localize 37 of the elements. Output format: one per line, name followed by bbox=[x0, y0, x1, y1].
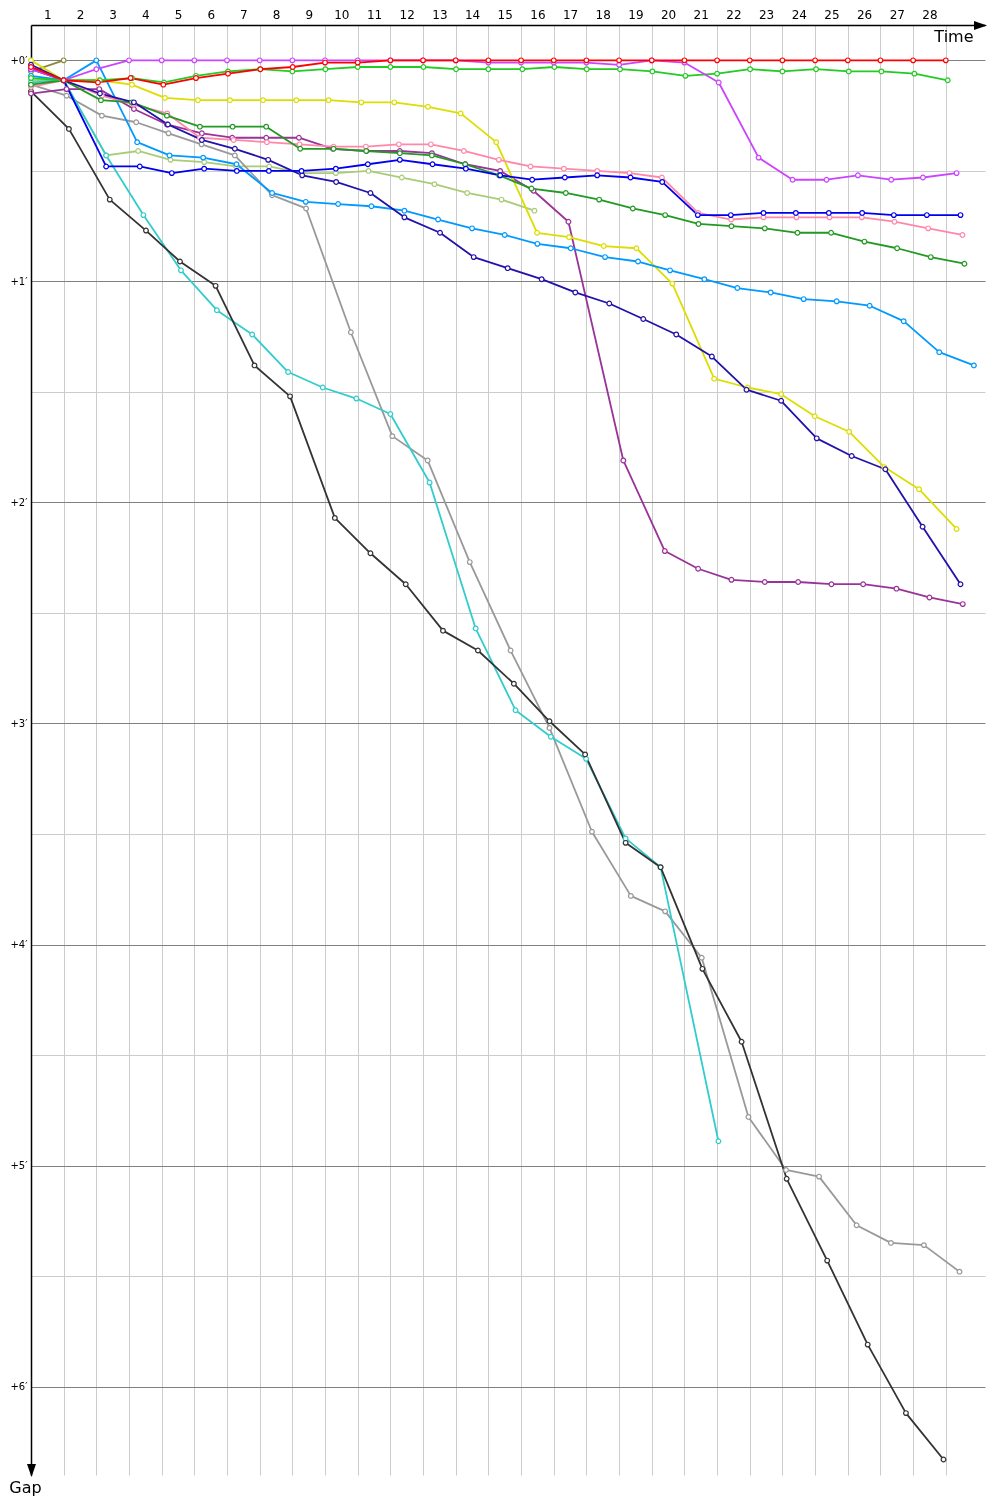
x-tick-label: 25 bbox=[824, 7, 840, 22]
x-tick-label: 9 bbox=[305, 7, 314, 22]
x-tick-label: 27 bbox=[889, 7, 905, 22]
x-tick-label: 6 bbox=[207, 7, 216, 22]
x-tick-label: 13 bbox=[432, 7, 448, 22]
x-tick-label: 11 bbox=[366, 7, 383, 22]
x-tick-label: 26 bbox=[856, 7, 873, 22]
y-tick-label: +4′ bbox=[10, 939, 29, 951]
x-tick-label: 15 bbox=[497, 7, 513, 22]
x-tick-label: 5 bbox=[174, 7, 183, 22]
x-tick-label: 24 bbox=[791, 7, 807, 22]
x-tick-label: 4 bbox=[142, 7, 150, 22]
x-axis-title: Time bbox=[933, 26, 974, 46]
x-tick-label: 14 bbox=[464, 7, 481, 22]
y-tick-label: +1′ bbox=[10, 275, 29, 287]
x-tick-label: 22 bbox=[726, 7, 742, 22]
y-tick-label: +0′ bbox=[10, 54, 29, 66]
x-tick-label: 17 bbox=[562, 7, 579, 22]
y-tick-label: +3′ bbox=[10, 717, 29, 729]
x-tick-label: 7 bbox=[240, 7, 248, 22]
x-tick-label: 28 bbox=[922, 7, 938, 22]
x-tick-label: 21 bbox=[693, 7, 709, 22]
x-tick-label: 20 bbox=[660, 7, 677, 22]
y-tick-label: +5′ bbox=[10, 1160, 29, 1172]
x-tick-label: 10 bbox=[334, 7, 350, 22]
x-tick-label: 18 bbox=[595, 7, 611, 22]
x-tick-label: 3 bbox=[109, 7, 117, 22]
x-tick-label: 12 bbox=[399, 7, 415, 22]
x-tick-label: 2 bbox=[76, 7, 85, 22]
x-tick-label: 19 bbox=[628, 7, 644, 22]
y-tick-label: +6′ bbox=[10, 1381, 29, 1393]
y-tick-label: +2′ bbox=[10, 496, 29, 508]
x-tick-label: 8 bbox=[272, 7, 281, 22]
x-tick-label: 1 bbox=[44, 7, 52, 22]
x-tick-label: 23 bbox=[758, 7, 775, 22]
y-axis-title: Gap bbox=[9, 1477, 42, 1497]
x-tick-label: 16 bbox=[530, 7, 546, 22]
